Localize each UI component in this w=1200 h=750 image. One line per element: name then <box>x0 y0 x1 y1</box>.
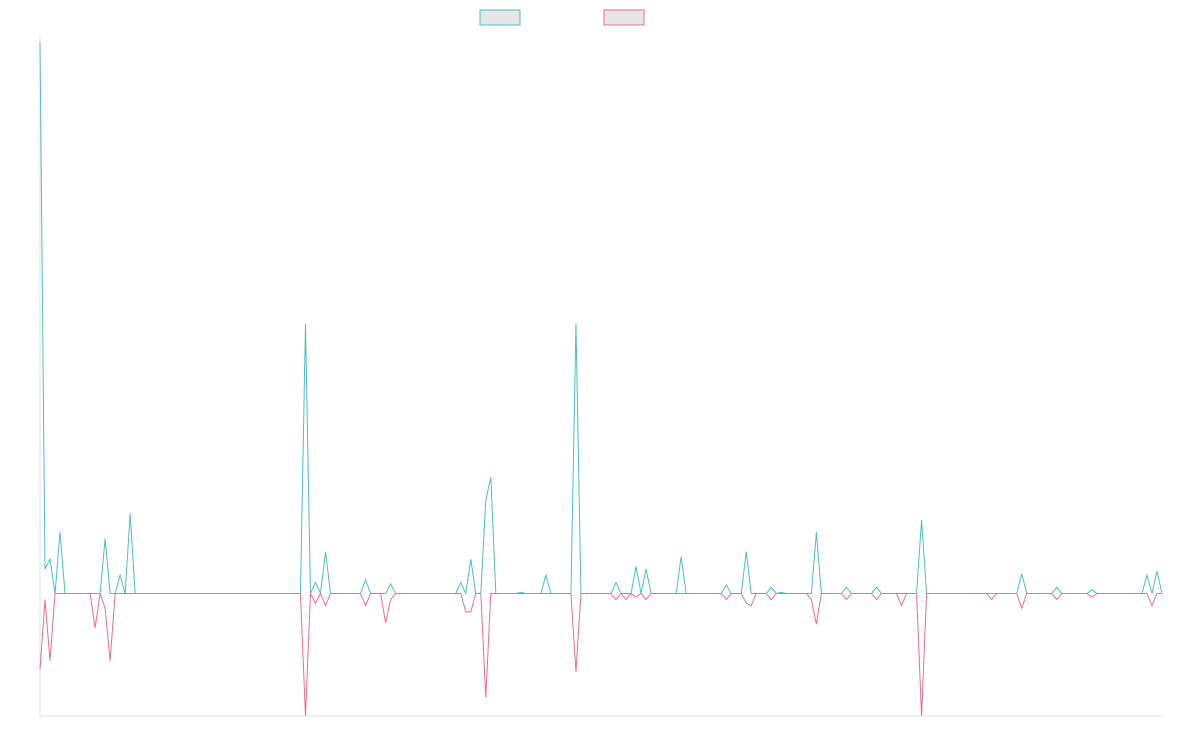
series-line-2 <box>39 591 1162 717</box>
plot-area <box>39 42 1163 717</box>
chart-axes <box>39 36 1162 717</box>
legend <box>479 9 645 26</box>
series-line-1 <box>39 42 1163 596</box>
legend-swatch-2[interactable] <box>603 9 645 26</box>
legend-swatch-1[interactable] <box>479 9 521 26</box>
